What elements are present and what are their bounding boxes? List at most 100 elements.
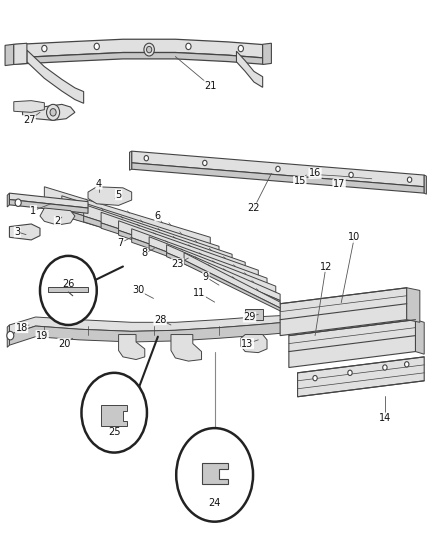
Circle shape [144, 43, 154, 56]
Circle shape [81, 373, 147, 453]
Polygon shape [184, 260, 280, 311]
Polygon shape [407, 288, 420, 322]
Polygon shape [166, 253, 280, 304]
Text: 28: 28 [154, 314, 166, 325]
Polygon shape [10, 193, 88, 208]
Text: 2: 2 [54, 216, 60, 227]
Polygon shape [280, 288, 407, 336]
Circle shape [50, 109, 56, 116]
Polygon shape [119, 221, 258, 278]
Circle shape [203, 160, 207, 166]
Text: 15: 15 [293, 176, 306, 187]
Polygon shape [132, 238, 267, 289]
Polygon shape [171, 335, 201, 361]
Circle shape [348, 370, 352, 375]
Text: 13: 13 [241, 338, 254, 349]
Polygon shape [149, 245, 276, 296]
Text: 22: 22 [247, 203, 260, 213]
Polygon shape [416, 320, 424, 354]
Polygon shape [84, 216, 232, 269]
Text: 23: 23 [171, 259, 184, 269]
Polygon shape [245, 309, 263, 320]
Polygon shape [184, 253, 280, 308]
Text: 14: 14 [379, 413, 391, 423]
Circle shape [276, 166, 280, 172]
Polygon shape [130, 151, 132, 170]
Text: 19: 19 [36, 330, 48, 341]
Polygon shape [132, 151, 424, 187]
Polygon shape [10, 199, 88, 213]
Polygon shape [48, 287, 88, 292]
Circle shape [94, 43, 99, 50]
Polygon shape [119, 230, 258, 282]
Polygon shape [101, 223, 245, 275]
Polygon shape [166, 245, 280, 301]
Polygon shape [149, 237, 276, 293]
Polygon shape [101, 212, 245, 271]
Polygon shape [10, 322, 285, 345]
Circle shape [313, 375, 317, 381]
Text: 5: 5 [116, 190, 122, 200]
Polygon shape [101, 405, 127, 426]
Circle shape [238, 45, 244, 52]
Circle shape [147, 46, 152, 53]
Polygon shape [14, 101, 44, 112]
Circle shape [176, 428, 253, 522]
Polygon shape [132, 229, 267, 286]
Text: 26: 26 [62, 279, 74, 288]
Polygon shape [10, 316, 285, 335]
Polygon shape [424, 175, 426, 194]
Text: 30: 30 [132, 286, 145, 295]
Polygon shape [119, 335, 145, 360]
Text: 8: 8 [142, 248, 148, 258]
Text: 6: 6 [155, 211, 161, 221]
Circle shape [7, 332, 14, 340]
Circle shape [42, 45, 47, 52]
Text: 17: 17 [333, 179, 345, 189]
Text: 3: 3 [14, 227, 20, 237]
Text: 4: 4 [96, 179, 102, 189]
Polygon shape [84, 204, 232, 264]
Text: 29: 29 [244, 312, 256, 322]
Polygon shape [5, 44, 14, 66]
Polygon shape [7, 325, 10, 348]
Polygon shape [289, 320, 416, 368]
Text: 11: 11 [193, 288, 205, 298]
Circle shape [407, 177, 412, 182]
Polygon shape [14, 39, 263, 58]
Polygon shape [40, 208, 75, 225]
Polygon shape [132, 163, 424, 193]
Circle shape [186, 43, 191, 50]
Text: 12: 12 [320, 262, 332, 271]
Polygon shape [44, 187, 210, 251]
Circle shape [405, 362, 409, 367]
Polygon shape [7, 193, 10, 207]
Polygon shape [14, 43, 27, 64]
Polygon shape [62, 209, 219, 262]
Text: 20: 20 [58, 338, 70, 349]
Circle shape [15, 199, 21, 206]
Polygon shape [10, 224, 40, 240]
Polygon shape [263, 43, 272, 64]
Text: 21: 21 [204, 81, 216, 91]
Polygon shape [201, 463, 228, 484]
Circle shape [383, 365, 387, 370]
Text: 7: 7 [118, 238, 124, 247]
Text: 1: 1 [30, 206, 36, 216]
Text: 24: 24 [208, 498, 221, 508]
Text: 9: 9 [203, 272, 209, 282]
Circle shape [349, 172, 353, 177]
Text: 18: 18 [15, 322, 28, 333]
Polygon shape [241, 335, 267, 353]
Text: 16: 16 [309, 168, 321, 179]
Text: 10: 10 [348, 232, 360, 243]
Text: 27: 27 [23, 115, 35, 125]
Polygon shape [237, 51, 263, 87]
Polygon shape [27, 50, 84, 103]
Polygon shape [14, 53, 263, 64]
Polygon shape [297, 357, 424, 397]
Polygon shape [62, 196, 219, 257]
Circle shape [40, 256, 97, 325]
Circle shape [46, 104, 60, 120]
Polygon shape [44, 203, 210, 257]
